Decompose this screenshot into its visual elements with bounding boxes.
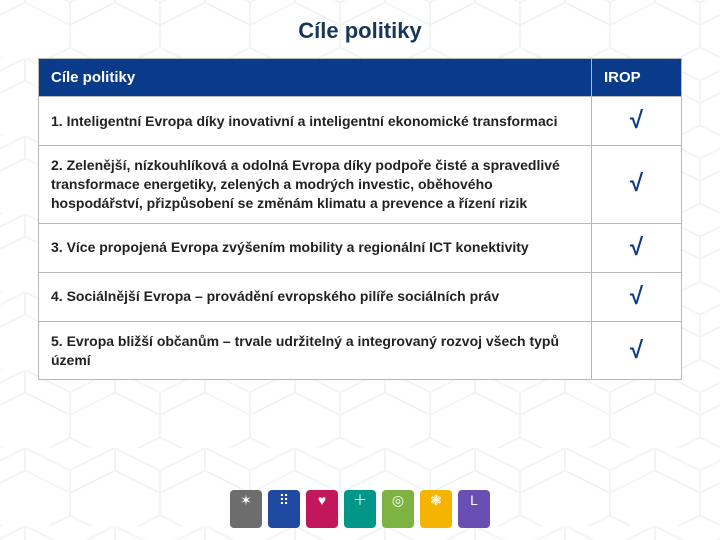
badge-icon: ＋: [344, 490, 376, 528]
table-header-row: Cíle politiky IROP: [39, 59, 682, 97]
badge-icon: ◎: [382, 490, 414, 528]
irop-check: √: [592, 272, 682, 321]
badge-glyph: ❃: [430, 493, 442, 507]
badge-glyph: ⠿: [279, 493, 289, 507]
policy-goals-table: Cíle politiky IROP 1. Inteligentní Evrop…: [38, 58, 682, 380]
table-row: 5. Evropa bližší občanům – trvale udržit…: [39, 321, 682, 380]
goal-cell: 1. Inteligentní Evropa díky inovativní a…: [39, 97, 592, 146]
table-row: 2. Zelenější, nízkouhlíková a odolná Evr…: [39, 146, 682, 224]
goal-cell: 2. Zelenější, nízkouhlíková a odolná Evr…: [39, 146, 592, 224]
badge-icon: ♥: [306, 490, 338, 528]
badge-glyph: ♥: [318, 493, 326, 507]
goal-cell: 3. Více propojená Evropa zvýšením mobili…: [39, 223, 592, 272]
table-row: 3. Více propojená Evropa zvýšením mobili…: [39, 223, 682, 272]
table-row: 1. Inteligentní Evropa díky inovativní a…: [39, 97, 682, 146]
footer-badges: ✶ ⠿ ♥ ＋ ◎ ❃ L: [0, 490, 720, 528]
badge-icon: ✶: [230, 490, 262, 528]
table-row: 4. Sociálnější Evropa – provádění evrops…: [39, 272, 682, 321]
badge-glyph: L: [470, 493, 478, 507]
irop-check: √: [592, 146, 682, 224]
page-title: Cíle politiky: [38, 18, 682, 44]
column-header-goals: Cíle politiky: [39, 59, 592, 97]
column-header-irop: IROP: [592, 59, 682, 97]
badge-icon: ❃: [420, 490, 452, 528]
badge-glyph: ✶: [240, 493, 252, 507]
irop-check: √: [592, 97, 682, 146]
goal-cell: 4. Sociálnější Evropa – provádění evrops…: [39, 272, 592, 321]
badge-glyph: ◎: [392, 493, 404, 507]
badge-icon: ⠿: [268, 490, 300, 528]
goal-cell: 5. Evropa bližší občanům – trvale udržit…: [39, 321, 592, 380]
badge-icon: L: [458, 490, 490, 528]
irop-check: √: [592, 223, 682, 272]
irop-check: √: [592, 321, 682, 380]
badge-glyph: ＋: [353, 493, 367, 507]
